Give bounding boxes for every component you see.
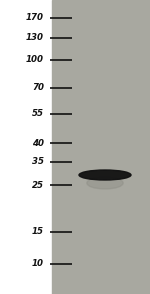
Text: 15: 15 — [32, 228, 44, 236]
Text: 170: 170 — [26, 14, 44, 23]
Text: 55: 55 — [32, 109, 44, 118]
Text: 130: 130 — [26, 34, 44, 43]
Text: 25: 25 — [32, 181, 44, 190]
Ellipse shape — [79, 170, 131, 180]
Text: 70: 70 — [32, 83, 44, 93]
Ellipse shape — [87, 177, 123, 189]
Text: 40: 40 — [32, 138, 44, 148]
Text: 100: 100 — [26, 56, 44, 64]
Text: 35: 35 — [32, 158, 44, 166]
Bar — [52, 0, 150, 294]
Text: 10: 10 — [32, 260, 44, 268]
